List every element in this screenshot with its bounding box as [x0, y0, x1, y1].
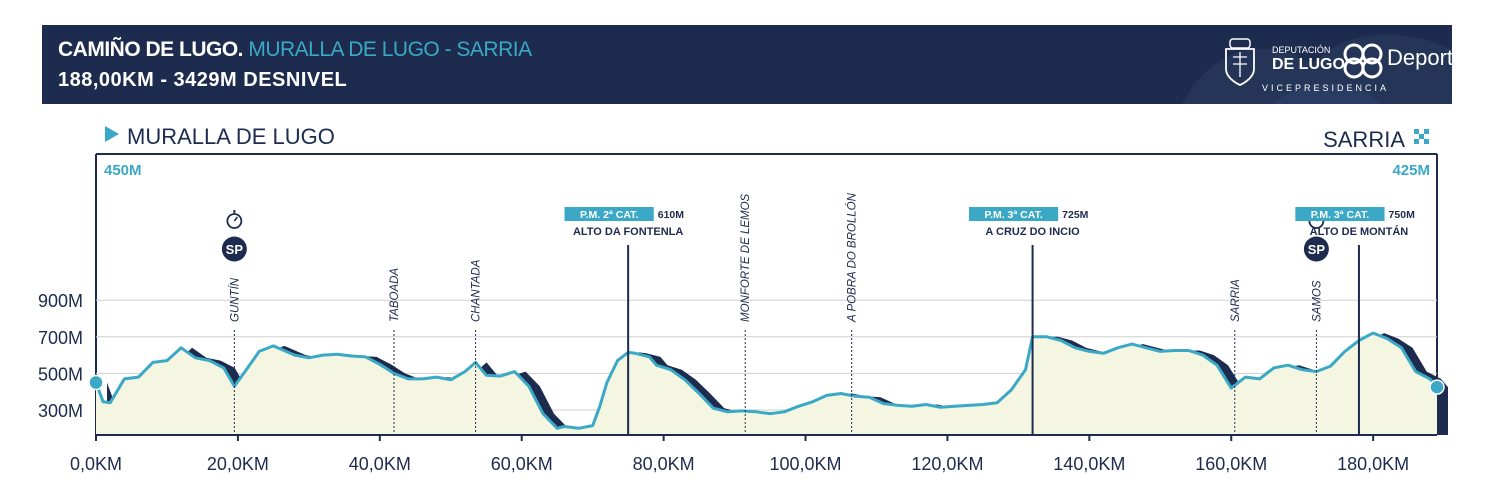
chart-axes: 300M 500M 700M 900M 0,0KM 20,0KM 40,0KM 60,0KM 8… [38, 291, 1437, 474]
sprint-badge [221, 236, 247, 262]
town-label: SAMOS [1311, 280, 1323, 322]
climb-altitude-text: 750M [1389, 209, 1416, 221]
coat-of-arms-icon [1225, 38, 1255, 86]
header-title: CAMIÑO DE LUGO. MURALLA DE LUGO - SARRIA [58, 38, 532, 62]
climb-category-text: P.M. 3ª CAT. [1311, 209, 1369, 221]
x-tick-label: 120,0KM [911, 454, 983, 474]
header-subtitle: 188,00KM - 3429M DESNIVEL [58, 69, 348, 91]
town-label: GUNTÍN [228, 277, 241, 322]
start-altitude: 450M [104, 162, 142, 179]
logo-brand: Deportes [1387, 45, 1452, 70]
y-tick-label: 900M [38, 291, 83, 311]
logo-line3: VICEPRESIDENCIA [1262, 83, 1390, 93]
x-tick-label: 160,0KM [1195, 454, 1267, 474]
climb-altitude-text: 725M [1062, 209, 1089, 221]
elevation-line [94, 331, 1439, 430]
climb-name-label: A CRUZ DO INCIO [985, 226, 1080, 238]
finish-dot [1429, 379, 1445, 395]
logo-line1: DEPUTACIÓN [1272, 45, 1331, 55]
town-label: A POBRA DO BROLLÓN [846, 192, 859, 323]
y-tick-label: 700M [38, 328, 83, 348]
chart-labels: MURALLA DE LUGO SARRIA 450M 425M [104, 124, 1430, 179]
y-tick-label: 300M [38, 401, 83, 421]
finish-label: SARRIA [1323, 127, 1405, 152]
route-prefix: CAMIÑO DE LUGO. [58, 38, 244, 61]
deputacion-logo: DEPUTACIÓN DE LUGO Deportes VICEPRESIDEN… [1214, 31, 1452, 99]
climb-category-text: P.M. 3ª CAT. [984, 209, 1042, 221]
deportes-infinity-icon [1343, 43, 1383, 79]
elevation-area [88, 331, 1448, 435]
checkered-flag-icon [1414, 129, 1429, 144]
climb-category-badge [564, 207, 654, 221]
start-dot [88, 374, 104, 391]
play-triangle-icon [105, 126, 119, 142]
header-decoration [1182, 34, 1452, 104]
town-label: TABOADA [389, 268, 401, 322]
header-banner: CAMIÑO DE LUGO. MURALLA DE LUGO - SARRIA… [42, 25, 1452, 104]
town-label: SARRIA [1230, 279, 1242, 322]
x-tick-label: 20,0KM [207, 454, 269, 474]
climb-name-label: ALTO DA FONTENLA [573, 226, 683, 238]
sprint-badge-text: SP [1308, 242, 1326, 257]
y-tick-label: 500M [38, 364, 83, 384]
start-label: MURALLA DE LUGO [127, 124, 335, 149]
climb-name-label: ALTO DE MONTÁN [1310, 225, 1409, 238]
climb-category-badge [1295, 207, 1385, 221]
x-tick-label: 40,0KM [349, 454, 411, 474]
x-tick-label: 100,0KM [770, 454, 842, 474]
x-tick-label: 140,0KM [1053, 454, 1125, 474]
sprint-badge-text: SP [226, 242, 244, 257]
climb-altitude-text: 610M [658, 209, 685, 221]
climb-category-text: P.M. 2ª CAT. [580, 209, 638, 221]
finish-altitude: 425M [1392, 162, 1430, 179]
x-tick-label: 80,0KM [633, 454, 695, 474]
logo-line2: DE LUGO [1272, 56, 1345, 73]
stopwatch-hand [233, 216, 238, 222]
climb-category-badge [968, 207, 1059, 221]
x-tick-label: 0,0KM [70, 454, 122, 474]
town-label: MONFORTE DE LEMOS [740, 193, 752, 322]
sprint-badge [1303, 236, 1329, 262]
x-tick-label: 180,0KM [1337, 454, 1409, 474]
stopwatch-face [226, 213, 243, 229]
route-name: MURALLA DE LUGO - SARRIA [248, 38, 532, 61]
town-label: CHANTADA [471, 259, 483, 322]
x-tick-label: 60,0KM [491, 454, 553, 474]
stopwatch-icon [226, 210, 243, 229]
elevation-fill [96, 333, 1437, 435]
route-markers: GUNTÍN SP TABOADA CHANTADA P.M. 2ª CAT. 610M A… [221, 192, 1416, 435]
